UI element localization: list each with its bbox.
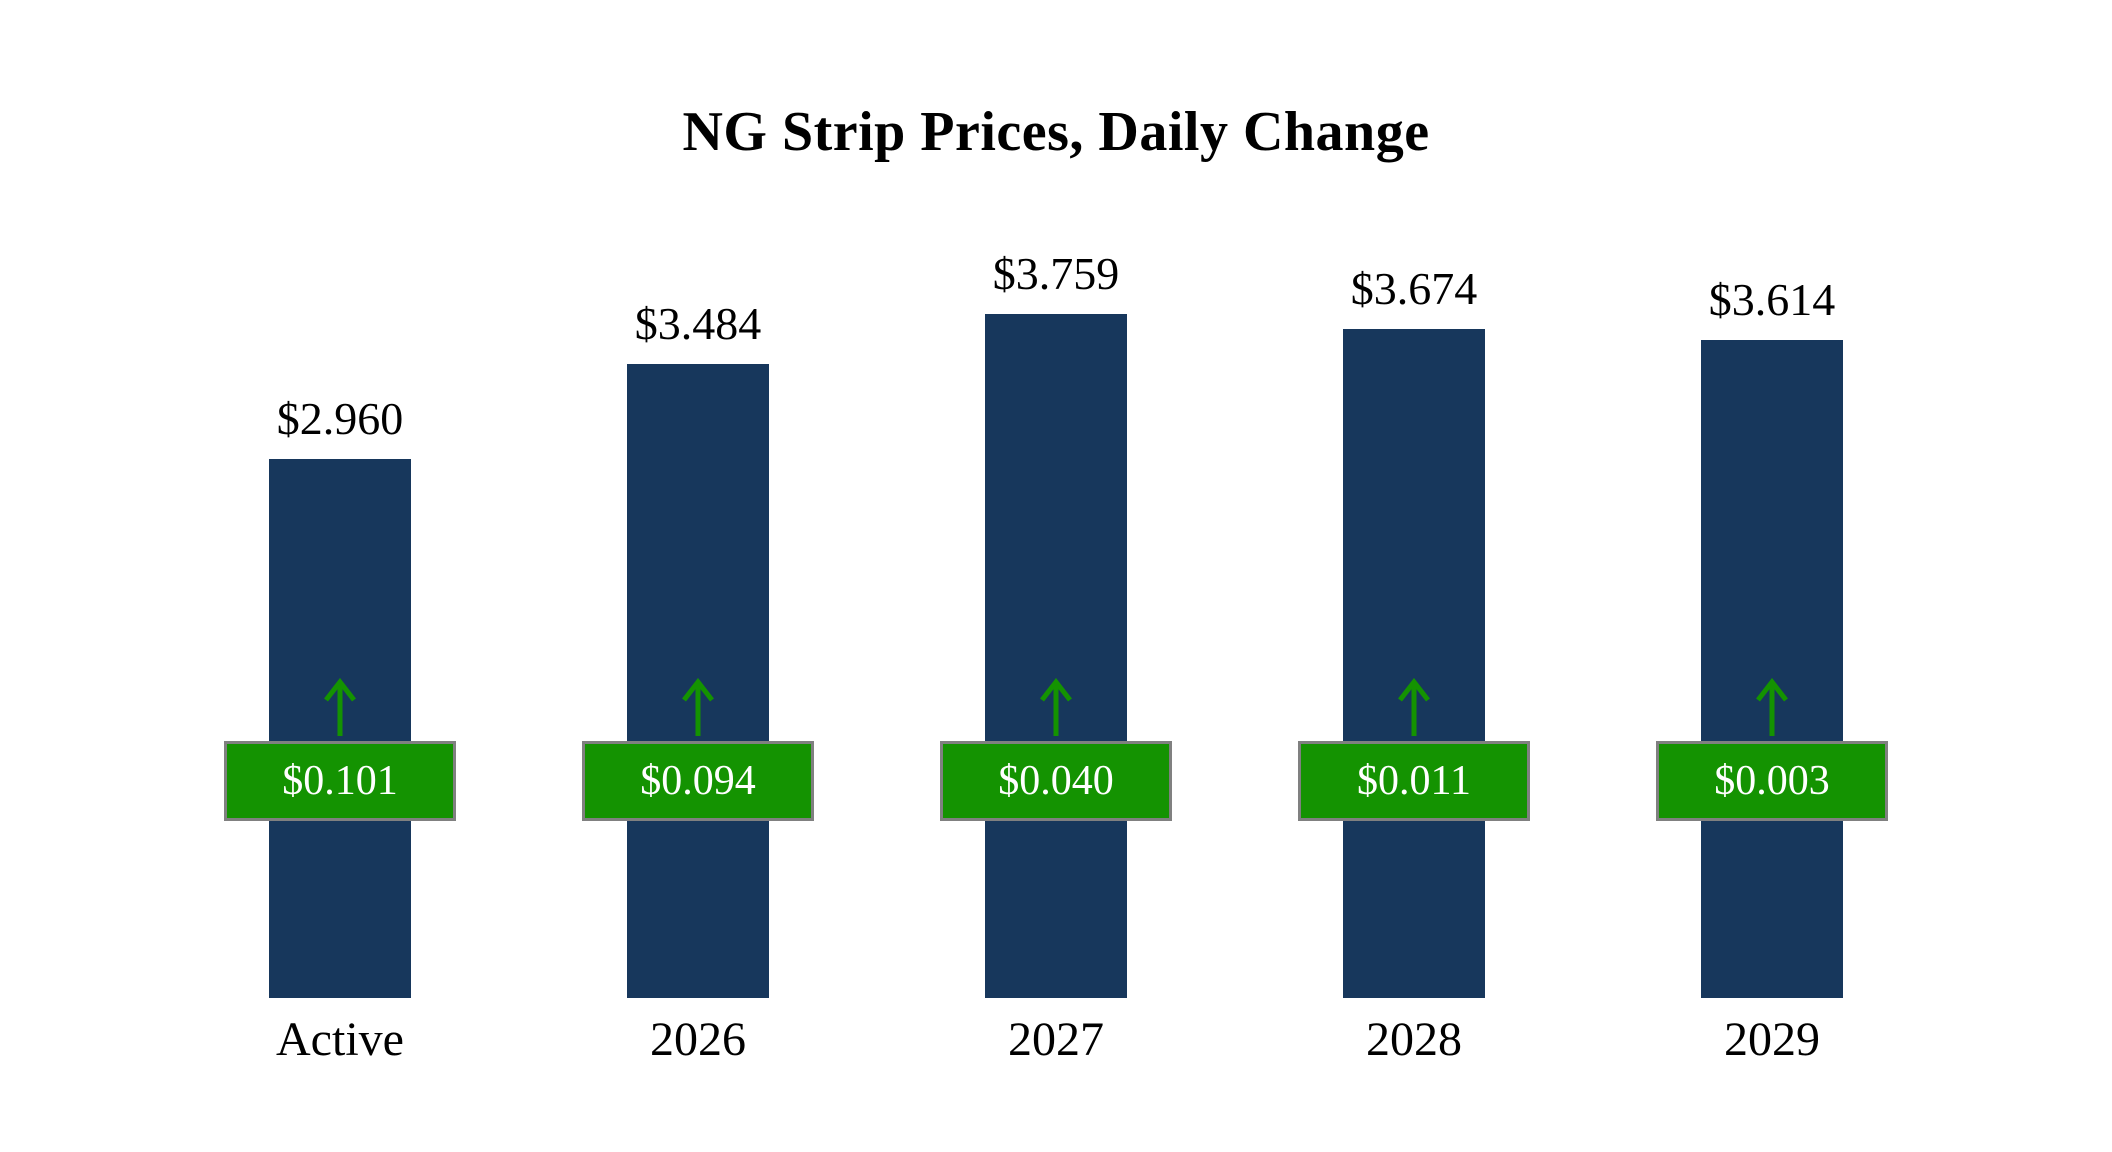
bar-group: $3.674 $0.011 2028 xyxy=(1274,262,1554,1067)
bar-value-label: $2.960 xyxy=(276,393,404,444)
bar: $0.101 xyxy=(224,459,456,998)
change-badge: $0.011 xyxy=(1298,741,1530,821)
bar: $0.040 xyxy=(940,314,1172,998)
change-badge: $0.003 xyxy=(1656,741,1888,821)
change-badge: $0.040 xyxy=(940,741,1172,821)
bar: $0.094 xyxy=(582,364,814,998)
category-label: 2026 xyxy=(650,1013,746,1066)
bar-value-label: $3.759 xyxy=(992,248,1120,299)
bar-group: $3.614 $0.003 2029 xyxy=(1632,273,1912,1067)
bar: $0.003 xyxy=(1656,340,1888,998)
up-arrow-icon xyxy=(682,678,714,736)
bar-value-label: $3.484 xyxy=(634,298,762,349)
category-label: 2027 xyxy=(1008,1013,1104,1066)
up-arrow-icon xyxy=(1398,678,1430,736)
change-badge: $0.094 xyxy=(582,741,814,821)
up-arrow-icon xyxy=(1040,678,1072,736)
change-badge-label: $0.040 xyxy=(998,758,1114,804)
up-arrow-icon xyxy=(1756,678,1788,736)
bar-group: $3.484 $0.094 2026 xyxy=(558,297,838,1067)
bar-group: $3.759 $0.040 2027 xyxy=(916,247,1196,1067)
bar-value-label: $3.614 xyxy=(1708,274,1836,325)
bars-row: $2.960 $0.101 Active $3.484 $0.094 xyxy=(0,247,2112,1067)
change-badge-label: $0.094 xyxy=(640,758,756,804)
change-badge-label: $0.003 xyxy=(1714,758,1830,804)
bar: $0.011 xyxy=(1298,329,1530,998)
category-label: 2028 xyxy=(1366,1013,1462,1066)
chart-title: NG Strip Prices, Daily Change xyxy=(682,101,1430,163)
change-badge: $0.101 xyxy=(224,741,456,821)
category-label: Active xyxy=(276,1013,404,1066)
up-arrow-icon xyxy=(324,678,356,736)
category-label: 2029 xyxy=(1724,1013,1820,1066)
bar-value-label: $3.674 xyxy=(1350,263,1478,314)
bar-group: $2.960 $0.101 Active xyxy=(200,392,480,1067)
change-badge-label: $0.101 xyxy=(282,758,398,804)
change-badge-label: $0.011 xyxy=(1357,758,1471,804)
